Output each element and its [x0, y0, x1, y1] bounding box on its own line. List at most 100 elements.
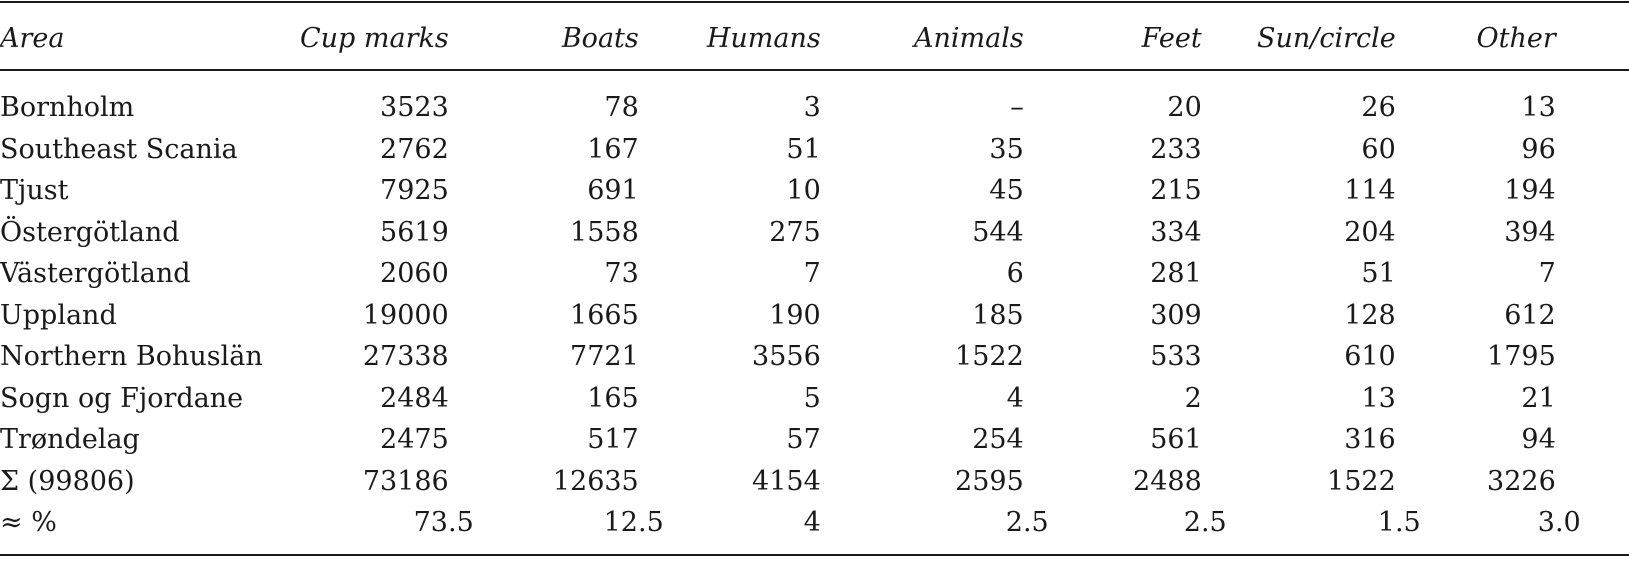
cell-sun-circle: 13 [1361, 382, 1396, 414]
header-other: Other [1476, 23, 1556, 54]
cell-animals: – [1010, 92, 1024, 123]
cell-humans: 57 [786, 424, 821, 455]
cell-animals: 544 [972, 216, 1024, 248]
cell-animals: 6 [1006, 258, 1024, 289]
table-row: Southeast Scania 2762 167 51 35 233 60 96 [0, 129, 1556, 171]
cell-animals: 35 [989, 133, 1024, 165]
cell-boats: 167 [587, 133, 639, 165]
cell-animals: 45 [989, 175, 1024, 206]
cell-animals: 185 [972, 299, 1024, 331]
table-row: ≈ % 73.5 12.5 4 2.5 2.5 1.5 3.0 [0, 502, 1581, 544]
cell-boats: 1558 [570, 216, 639, 248]
top-rule [0, 1, 1629, 3]
cell-feet: 561 [1150, 424, 1202, 455]
cell-sun-circle: 114 [1344, 175, 1396, 206]
cell-boats: 691 [587, 175, 639, 206]
table-row: Västergötland 2060 73 7 6 281 51 7 [0, 253, 1556, 295]
cell-other: 21 [1521, 382, 1556, 414]
header-cup-marks: Cup marks [300, 23, 449, 54]
cell-feet: 309 [1150, 299, 1202, 331]
bottom-rule [0, 554, 1629, 556]
header-rule [0, 69, 1629, 71]
cell-cup-marks: 19000 [362, 299, 449, 331]
cell-cup-marks: 2475 [380, 424, 449, 455]
table-row: Bornholm 3523 78 3 – 20 26 13 [0, 69, 1556, 129]
cell-area: ≈ % [0, 507, 57, 538]
header-humans: Humans [706, 23, 821, 54]
cell-other: 194 [1504, 175, 1556, 206]
cell-other: 394 [1504, 216, 1556, 248]
cell-cup-marks: 73186 [362, 465, 449, 497]
header-feet: Feet [1141, 23, 1202, 54]
cell-other: 3.0 [1537, 507, 1581, 538]
table-row: Trøndelag 2475 517 57 254 561 316 94 [0, 419, 1556, 461]
cell-area: Σ (99806) [0, 465, 135, 497]
table-row: Tjust 7925 691 10 45 215 114 194 [0, 170, 1556, 212]
header-area: Area [0, 23, 65, 54]
cell-boats: 12.5 [603, 507, 664, 538]
cell-cup-marks: 2484 [380, 382, 449, 414]
table-body: Bornholm 3523 78 3–20 26 13 Southeast Scania 27… [0, 69, 1581, 544]
cell-area: Sogn og Fjordane [0, 382, 244, 414]
table-row: Uppland 19000 1665 190 185 309 128 612 [0, 295, 1556, 337]
cell-feet: 20 [1167, 92, 1202, 123]
cell-boats: 78 [604, 92, 639, 123]
cell-other: 7 [1538, 258, 1556, 289]
rock-art-table: Area Cup marks Boats Humans Animals Feet… [0, 16, 1581, 544]
cell-feet: 281 [1150, 258, 1202, 289]
cell-humans: 4 [803, 507, 821, 538]
cell-animals: 4 [1006, 382, 1024, 414]
cell-boats: 73 [604, 258, 639, 289]
cell-cup-marks: 2060 [380, 258, 449, 289]
cell-feet: 233 [1150, 133, 1202, 165]
cell-animals: 2.5 [1005, 507, 1049, 538]
cell-sun-circle: 26 [1361, 92, 1396, 123]
cell-animals: 254 [972, 424, 1024, 455]
cell-other: 612 [1504, 299, 1556, 331]
cell-other: 3226 [1487, 465, 1556, 497]
cell-humans: 3 [803, 92, 821, 123]
cell-sun-circle: 1.5 [1377, 507, 1421, 538]
cell-humans: 10 [786, 175, 821, 206]
cell-sun-circle: 1522 [1327, 465, 1396, 497]
cell-sun-circle: 316 [1344, 424, 1396, 455]
cell-cup-marks: 5619 [380, 216, 449, 248]
cell-cup-marks: 73.5 [413, 507, 474, 538]
cell-feet: 334 [1150, 216, 1202, 248]
table-row: Northern Bohuslän 27338 7721 3556 1522 533 610… [0, 336, 1556, 378]
cell-humans: 275 [769, 216, 821, 248]
cell-feet: 533 [1150, 341, 1202, 372]
cell-area: Västergötland [0, 258, 191, 289]
cell-boats: 1665 [570, 299, 639, 331]
cell-other: 13 [1521, 92, 1556, 123]
cell-sun-circle: 60 [1361, 133, 1396, 165]
cell-animals: 2595 [955, 465, 1024, 497]
cell-other: 96 [1521, 133, 1556, 165]
cell-boats: 12635 [552, 465, 639, 497]
cell-area: Northern Bohuslän [0, 341, 263, 372]
table-row: Sogn og Fjordane 2484 165 5 4 2 13 21 [0, 378, 1556, 420]
cell-sun-circle: 204 [1344, 216, 1396, 248]
cell-feet: 2488 [1133, 465, 1202, 497]
cell-other: 94 [1521, 424, 1556, 455]
cell-boats: 517 [587, 424, 639, 455]
cell-sun-circle: 51 [1361, 258, 1396, 289]
cell-humans: 7 [803, 258, 821, 289]
cell-feet: 2.5 [1183, 507, 1227, 538]
table-header: Area Cup marks Boats Humans Animals Feet… [0, 16, 1556, 69]
cell-humans: 4154 [752, 465, 821, 497]
cell-sun-circle: 610 [1344, 341, 1396, 372]
cell-area: Tjust [0, 175, 69, 206]
header-row: Area Cup marks Boats Humans Animals Feet… [0, 16, 1556, 69]
cell-humans: 5 [803, 382, 821, 414]
header-animals: Animals [914, 23, 1024, 54]
table-row: Σ (99806) 73186 12635 4154 2595 2488 1522 3226 [0, 461, 1556, 503]
header-sun-circle: Sun/circle [1256, 23, 1396, 54]
cell-boats: 165 [587, 382, 639, 414]
cell-humans: 3556 [752, 341, 821, 372]
cell-boats: 7721 [570, 341, 639, 372]
cell-humans: 190 [769, 299, 821, 331]
cell-feet: 2 [1184, 382, 1202, 414]
cell-other: 1795 [1487, 341, 1556, 372]
cell-animals: 1522 [955, 341, 1024, 372]
